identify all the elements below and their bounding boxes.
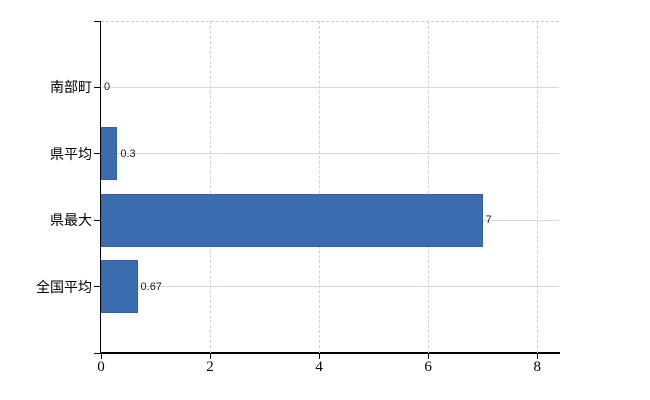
gridline-horizontal — [101, 286, 559, 288]
bar — [101, 127, 118, 181]
x-axis-tick — [536, 353, 538, 359]
x-axis-tick — [209, 353, 211, 359]
gridline-vertical — [537, 21, 539, 353]
value-label: 0 — [104, 81, 111, 94]
category-label: 県平均 — [50, 145, 92, 162]
gridline-vertical — [428, 21, 430, 353]
y-axis-tick — [94, 86, 101, 88]
x-tick-label: 4 — [315, 359, 323, 375]
gridline-vertical — [319, 21, 321, 353]
x-axis-line — [101, 352, 560, 354]
x-axis-tick — [318, 353, 320, 359]
y-axis-line — [99, 21, 101, 353]
gridline-horizontal — [101, 86, 559, 88]
plot-border-top — [101, 21, 559, 22]
gridline-horizontal — [101, 153, 559, 155]
y-axis-tick — [94, 153, 101, 155]
y-axis-tick — [94, 286, 101, 288]
x-axis-tick — [427, 353, 429, 359]
y-axis-tick — [94, 20, 101, 22]
bar — [101, 260, 138, 314]
x-axis-tick — [100, 353, 102, 359]
x-tick-label: 8 — [533, 359, 541, 375]
gridline-vertical — [210, 21, 212, 353]
x-tick-label: 0 — [97, 359, 105, 375]
category-label: 南部町 — [50, 79, 92, 96]
value-label: 0.3 — [120, 147, 136, 160]
y-axis-tick — [94, 219, 101, 221]
plot-area — [101, 21, 559, 353]
x-tick-label: 2 — [206, 359, 214, 375]
value-label: 7 — [485, 214, 492, 227]
category-label: 全国平均 — [36, 278, 92, 295]
y-axis-tick — [94, 352, 101, 354]
bar — [101, 193, 483, 247]
x-tick-label: 6 — [424, 359, 432, 375]
category-label: 県最大 — [50, 212, 92, 229]
value-label: 0.67 — [140, 280, 162, 293]
